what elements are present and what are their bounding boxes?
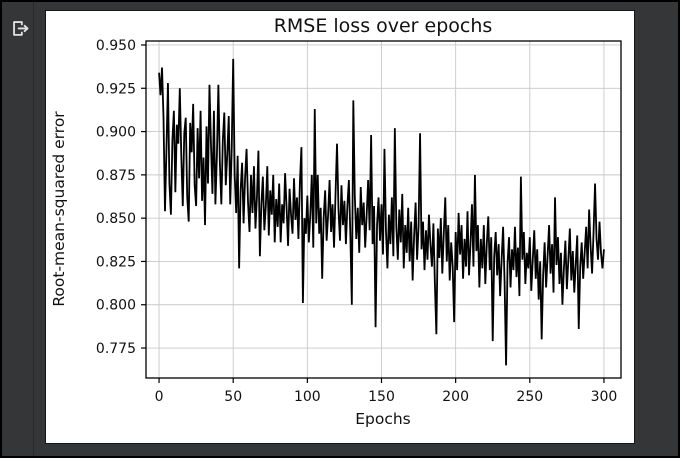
- logout-export-arrow-icon: [13, 21, 29, 36]
- x-tick-label: 100: [294, 389, 321, 405]
- x-axis-label: Epochs: [355, 410, 411, 428]
- rmse-chart: 0.775 0.800 0.825 0.850 0.875 0.900 0.925 0.950…: [50, 15, 622, 428]
- x-tick-label: 0: [155, 389, 164, 405]
- y-tick-label: 0.950: [96, 38, 136, 54]
- x-tick-label: 50: [224, 389, 242, 405]
- y-tick-label: 0.875: [96, 168, 136, 184]
- figure-canvas: 0.775 0.800 0.825 0.850 0.875 0.900 0.925 0.950…: [45, 10, 635, 444]
- left-toolbar: [2, 2, 34, 456]
- plot-border: [145, 40, 622, 379]
- x-tick-label: 200: [442, 389, 469, 405]
- x-tick-label: 150: [368, 389, 395, 405]
- y-axis-label: Root-mean-squared error: [50, 111, 68, 307]
- y-tick-label: 0.825: [96, 254, 136, 270]
- y-tick-label: 0.925: [96, 81, 136, 97]
- y-tick-label: 0.900: [96, 125, 136, 141]
- loss-line-group: [158, 58, 605, 366]
- tick-labels: 0.775 0.800 0.825 0.850 0.875 0.900 0.925 0.950…: [96, 38, 617, 405]
- y-tick-label: 0.775: [96, 341, 136, 357]
- rmse-loss-line: [158, 58, 605, 366]
- y-tick-label: 0.850: [96, 211, 136, 227]
- axis-ticks: [141, 44, 605, 383]
- chart-title: RMSE loss over epochs: [274, 15, 493, 37]
- x-tick-label: 300: [591, 389, 618, 405]
- logout-button[interactable]: [9, 17, 31, 39]
- x-tick-label: 250: [516, 389, 543, 405]
- y-tick-label: 0.800: [96, 298, 136, 314]
